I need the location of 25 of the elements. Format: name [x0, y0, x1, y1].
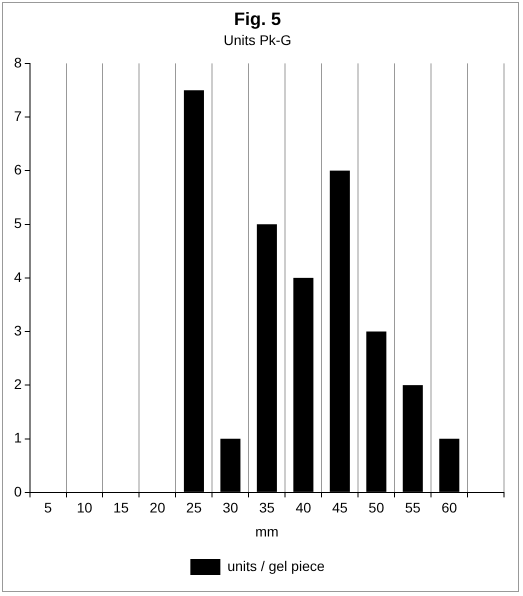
x-tick-label: 5 — [44, 500, 52, 516]
x-tick-label: 15 — [113, 500, 129, 516]
x-tick-label: 40 — [296, 500, 312, 516]
x-tick-label: 20 — [150, 500, 166, 516]
y-tick-label: 4 — [14, 268, 22, 285]
x-tick-label: 50 — [368, 500, 384, 516]
y-tick-label: 1 — [14, 430, 22, 446]
y-tick-label: 2 — [14, 376, 22, 392]
x-tick-label: 60 — [441, 500, 458, 516]
x-tick-label: 35 — [259, 500, 275, 516]
chart-title: Fig. 5 — [234, 8, 282, 29]
y-tick-label: 6 — [14, 162, 22, 178]
y-tick-label: 0 — [14, 483, 22, 500]
y-tick-label: 5 — [14, 215, 22, 232]
x-tick-label: 30 — [222, 500, 238, 516]
x-tick-label: 55 — [405, 500, 421, 516]
y-tick-label: 7 — [14, 108, 22, 124]
chart-subtitle: Units Pk-G — [224, 32, 292, 48]
x-tick-label: 45 — [332, 500, 348, 516]
y-tick-label: 3 — [14, 322, 22, 338]
x-tick-label: 10 — [76, 500, 92, 516]
legend-label: units / gel piece — [227, 558, 325, 574]
y-tick-label: 8 — [14, 54, 22, 70]
x-axis-title: mm — [255, 523, 279, 540]
x-tick-label: 25 — [186, 500, 202, 516]
